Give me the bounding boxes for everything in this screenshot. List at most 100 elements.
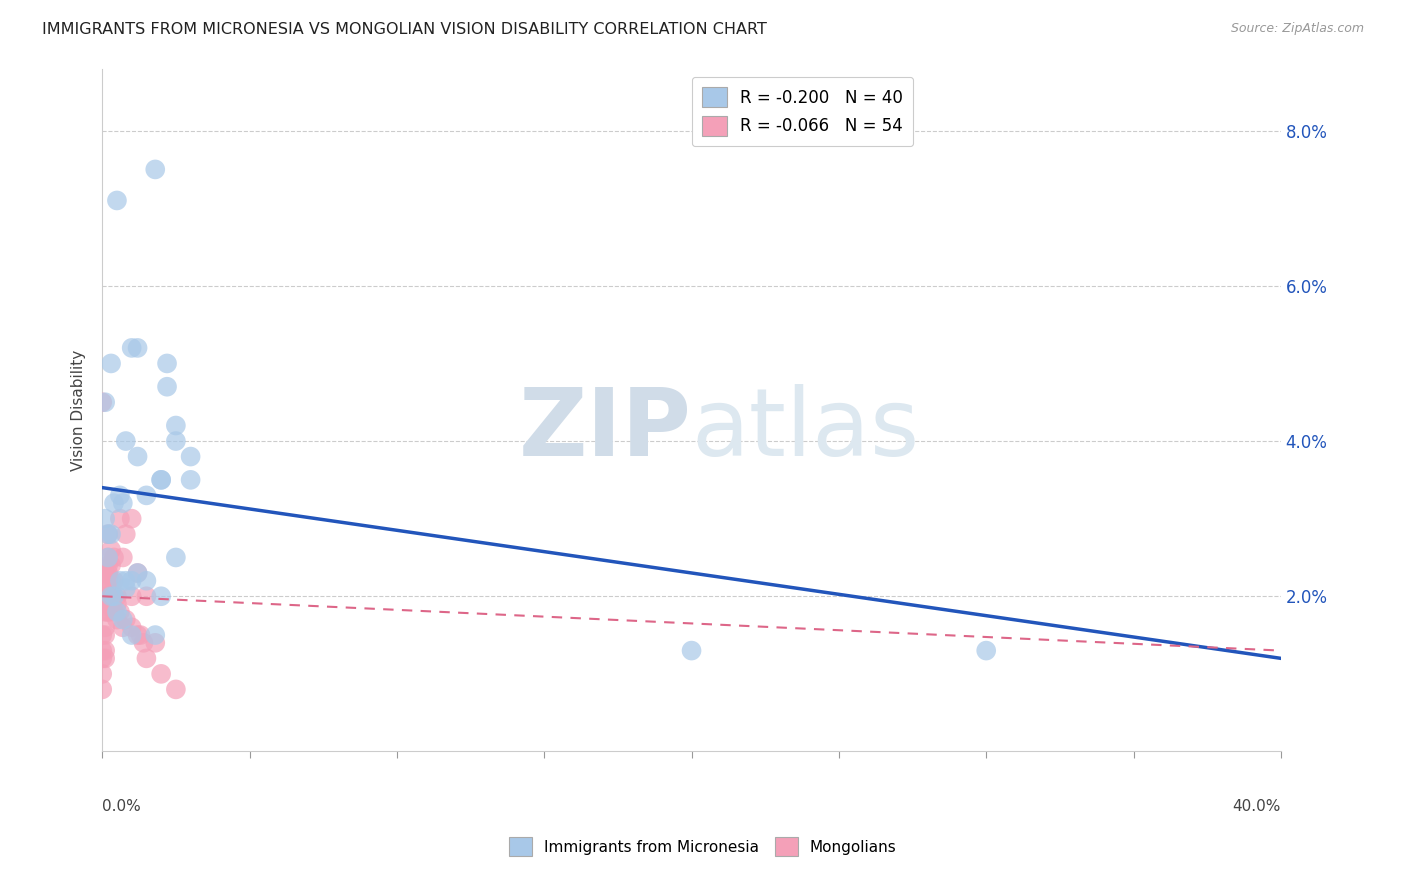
Point <box>103 605 125 619</box>
Point <box>108 488 131 502</box>
Point <box>127 566 149 580</box>
Point <box>97 605 120 619</box>
Point <box>91 682 114 697</box>
Point <box>105 613 128 627</box>
Point <box>94 620 117 634</box>
Point <box>165 682 187 697</box>
Point <box>681 643 703 657</box>
Point <box>135 574 157 588</box>
Point <box>103 589 125 603</box>
Point <box>97 574 120 588</box>
Text: 40.0%: 40.0% <box>1233 799 1281 814</box>
Point <box>100 589 122 603</box>
Point <box>94 597 117 611</box>
Y-axis label: Vision Disability: Vision Disability <box>72 350 86 471</box>
Point <box>97 550 120 565</box>
Point <box>150 589 173 603</box>
Point <box>974 643 997 657</box>
Point <box>97 527 120 541</box>
Point <box>114 613 136 627</box>
Point <box>108 574 131 588</box>
Point <box>111 613 134 627</box>
Point <box>103 550 125 565</box>
Point <box>127 341 149 355</box>
Point <box>94 628 117 642</box>
Point <box>114 527 136 541</box>
Point <box>97 527 120 541</box>
Point <box>121 628 143 642</box>
Point <box>94 395 117 409</box>
Point <box>180 450 202 464</box>
Point <box>105 589 128 603</box>
Point <box>150 473 173 487</box>
Point <box>165 418 187 433</box>
Point <box>143 162 166 177</box>
Point <box>91 395 114 409</box>
Point <box>91 666 114 681</box>
Point <box>100 558 122 573</box>
Text: 0.0%: 0.0% <box>103 799 141 814</box>
Point <box>100 527 122 541</box>
Point <box>143 636 166 650</box>
Point <box>94 566 117 580</box>
Point <box>97 597 120 611</box>
Point <box>97 589 120 603</box>
Point <box>150 473 173 487</box>
Point <box>94 574 117 588</box>
Point <box>135 589 157 603</box>
Point <box>100 356 122 370</box>
Point <box>94 605 117 619</box>
Point <box>127 566 149 580</box>
Point <box>121 511 143 525</box>
Point <box>100 597 122 611</box>
Point <box>111 550 134 565</box>
Point <box>97 605 120 619</box>
Point <box>94 511 117 525</box>
Point <box>111 620 134 634</box>
Point <box>105 194 128 208</box>
Point <box>132 636 155 650</box>
Point <box>94 651 117 665</box>
Point <box>156 380 179 394</box>
Point <box>94 589 117 603</box>
Text: Source: ZipAtlas.com: Source: ZipAtlas.com <box>1230 22 1364 36</box>
Point <box>143 628 166 642</box>
Point <box>94 643 117 657</box>
Point <box>129 628 152 642</box>
Point <box>135 488 157 502</box>
Point <box>108 511 131 525</box>
Point <box>97 550 120 565</box>
Point <box>91 651 114 665</box>
Point <box>111 496 134 510</box>
Legend: R = -0.200   N = 40, R = -0.066   N = 54: R = -0.200 N = 40, R = -0.066 N = 54 <box>692 77 912 146</box>
Point <box>100 542 122 557</box>
Point <box>97 566 120 580</box>
Point <box>121 574 143 588</box>
Point <box>165 550 187 565</box>
Legend: Immigrants from Micronesia, Mongolians: Immigrants from Micronesia, Mongolians <box>503 831 903 862</box>
Point <box>121 589 143 603</box>
Point <box>135 651 157 665</box>
Point <box>127 628 149 642</box>
Point <box>105 597 128 611</box>
Point <box>91 643 114 657</box>
Text: IMMIGRANTS FROM MICRONESIA VS MONGOLIAN VISION DISABILITY CORRELATION CHART: IMMIGRANTS FROM MICRONESIA VS MONGOLIAN … <box>42 22 768 37</box>
Point <box>180 473 202 487</box>
Point <box>156 356 179 370</box>
Point <box>108 605 131 619</box>
Point <box>165 434 187 448</box>
Text: ZIP: ZIP <box>519 384 692 476</box>
Point <box>121 620 143 634</box>
Point <box>103 589 125 603</box>
Point <box>114 434 136 448</box>
Point <box>100 589 122 603</box>
Point <box>97 558 120 573</box>
Point <box>91 628 114 642</box>
Point <box>114 582 136 596</box>
Point <box>105 605 128 619</box>
Point <box>103 574 125 588</box>
Point <box>127 450 149 464</box>
Point <box>100 574 122 588</box>
Point <box>114 574 136 588</box>
Text: atlas: atlas <box>692 384 920 476</box>
